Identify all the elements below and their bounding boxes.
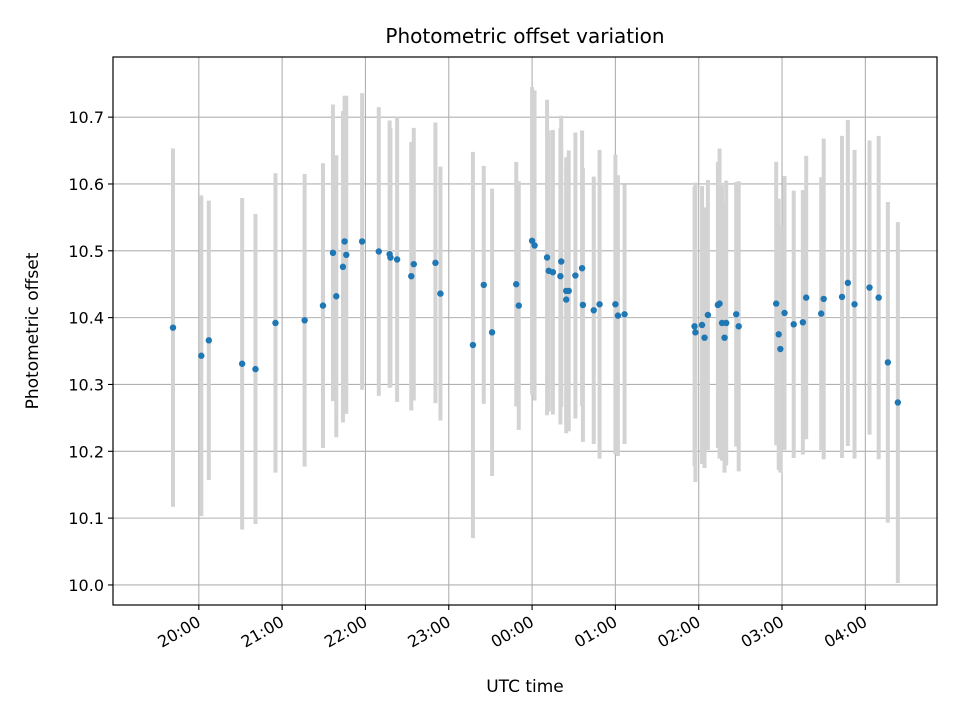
y-tick-label: 10.7 xyxy=(68,108,104,127)
data-point xyxy=(513,281,520,288)
data-point xyxy=(531,242,538,249)
data-point xyxy=(437,290,444,297)
data-point xyxy=(716,300,723,307)
x-axis-label: UTC time xyxy=(486,677,564,697)
data-point xyxy=(272,319,279,327)
y-axis-ticks: 10.0 10.1 10.2 10.3 10.4 10.5 10.6 10.7 xyxy=(68,108,113,595)
data-point xyxy=(875,294,882,301)
data-point xyxy=(198,352,205,359)
y-axis-label: Photometric offset xyxy=(23,252,43,409)
data-point xyxy=(563,296,570,303)
data-point xyxy=(375,248,382,255)
data-point xyxy=(698,321,706,329)
y-tick-label: 10.2 xyxy=(68,442,104,461)
data-point xyxy=(799,319,807,326)
data-point xyxy=(735,323,742,330)
data-point xyxy=(393,256,401,263)
data-point xyxy=(488,329,496,336)
data-point xyxy=(480,281,487,289)
data-point xyxy=(339,263,347,271)
data-point xyxy=(205,337,213,344)
chart-title: Photometric offset variation xyxy=(385,24,664,48)
y-tick-label: 10.1 xyxy=(68,509,104,528)
data-point xyxy=(723,319,730,327)
data-point xyxy=(596,301,603,308)
data-point xyxy=(692,329,699,336)
data-point xyxy=(733,311,740,318)
data-point xyxy=(252,365,259,373)
data-point xyxy=(319,302,327,309)
data-point xyxy=(578,264,586,272)
data-point xyxy=(515,302,522,309)
data-point xyxy=(772,300,780,307)
data-point xyxy=(169,324,177,331)
data-point xyxy=(579,301,587,309)
y-tick-label: 10.6 xyxy=(68,175,104,194)
data-point xyxy=(301,317,308,324)
data-point xyxy=(691,323,698,330)
y-tick-label: 10.3 xyxy=(68,375,104,394)
data-point xyxy=(565,287,572,295)
data-point xyxy=(612,301,619,308)
data-point xyxy=(701,334,708,341)
data-point xyxy=(329,249,337,257)
data-point xyxy=(884,359,892,366)
data-point xyxy=(851,301,858,308)
data-point xyxy=(721,334,728,341)
data-point xyxy=(341,238,348,245)
data-point xyxy=(817,310,825,317)
data-point xyxy=(343,251,350,259)
data-point xyxy=(333,293,340,300)
data-point xyxy=(820,295,827,303)
data-point xyxy=(781,309,788,317)
data-point xyxy=(614,312,622,319)
data-point xyxy=(549,268,557,276)
data-point xyxy=(469,341,477,349)
data-point xyxy=(838,293,846,301)
data-point xyxy=(410,260,417,268)
data-point xyxy=(802,294,810,301)
data-point xyxy=(572,272,579,279)
data-point xyxy=(543,254,551,261)
data-point xyxy=(590,307,597,314)
data-points xyxy=(169,237,902,406)
data-point xyxy=(777,345,784,353)
data-point xyxy=(558,258,565,265)
y-tick-label: 10.5 xyxy=(68,242,104,261)
data-point xyxy=(866,284,873,291)
data-point xyxy=(894,399,902,406)
data-point xyxy=(432,259,439,267)
data-point xyxy=(528,237,536,244)
data-point xyxy=(408,273,415,280)
y-tick-label: 10.4 xyxy=(68,309,104,328)
data-point xyxy=(775,331,782,338)
plot-frame xyxy=(112,56,938,606)
data-point xyxy=(790,321,797,328)
data-point xyxy=(387,254,394,261)
data-point xyxy=(358,238,366,245)
data-point xyxy=(704,311,712,319)
data-point xyxy=(238,360,246,367)
y-tick-label: 10.0 xyxy=(68,576,104,595)
data-point xyxy=(621,311,628,318)
data-point xyxy=(557,273,564,280)
data-point xyxy=(844,279,852,287)
